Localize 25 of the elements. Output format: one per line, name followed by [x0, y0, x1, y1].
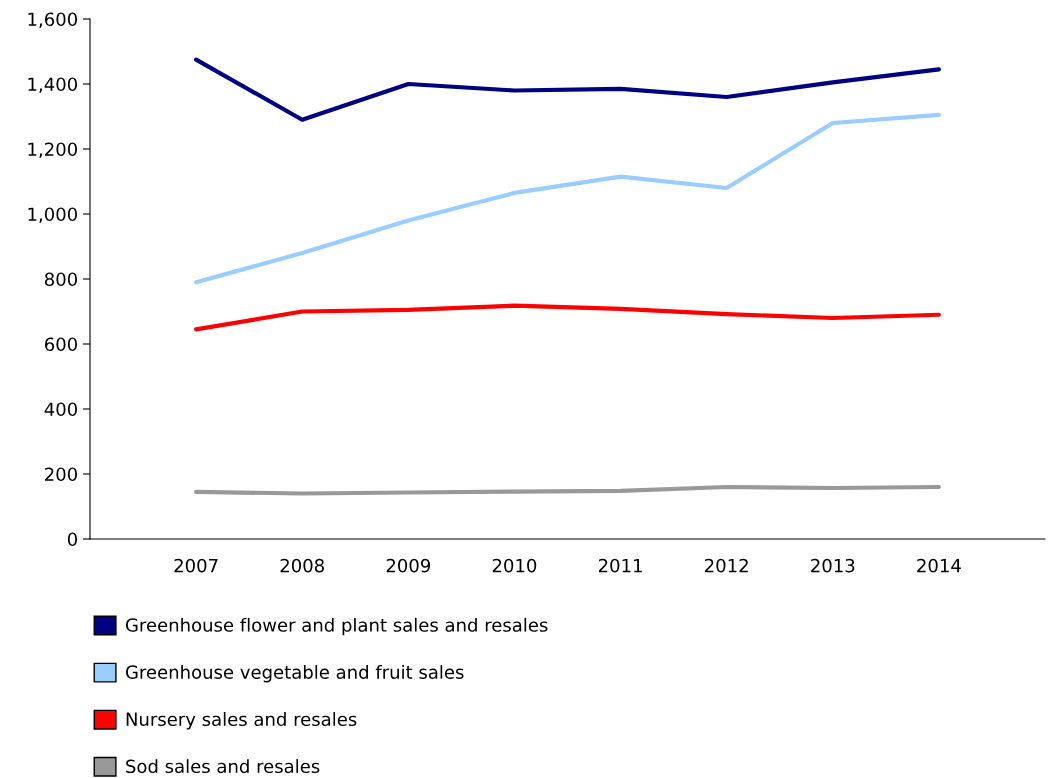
x-tick-label: 2011: [598, 558, 642, 573]
line-series: [194, 484, 941, 496]
x-tick-label: 2009: [386, 558, 431, 573]
y-tick-label: 1,000: [28, 207, 77, 223]
y-tick-label: 800: [44, 272, 77, 287]
x-tick-label: 2014: [917, 558, 961, 573]
x-tick-label: 2007: [174, 558, 218, 573]
y-tick-label: 600: [44, 337, 77, 352]
y-tick-label: 1,400: [28, 77, 77, 93]
x-tick-label: 2008: [280, 558, 324, 573]
legend-label: Sod sales and resales: [126, 759, 320, 774]
x-tick-label: 2013: [811, 558, 855, 573]
y-tick-label: 1,600: [28, 12, 77, 28]
y-tick-label: 0: [67, 532, 77, 547]
y-tick-label: 400: [44, 402, 77, 417]
line-series: [194, 303, 941, 332]
legend-label: Greenhouse vegetable and fruit sales: [125, 664, 464, 683]
x-tick-label: 2012: [705, 558, 748, 573]
y-tick-label: 1,200: [28, 142, 77, 158]
legend-label: Nursery sales and resales: [126, 712, 357, 730]
line-series: [194, 57, 941, 122]
line-series: [194, 112, 941, 285]
y-tick-label: 200: [45, 467, 77, 482]
x-tick-label: 2010: [492, 558, 537, 573]
legend-label: Greenhouse flower and plant sales and resales: [125, 617, 548, 636]
